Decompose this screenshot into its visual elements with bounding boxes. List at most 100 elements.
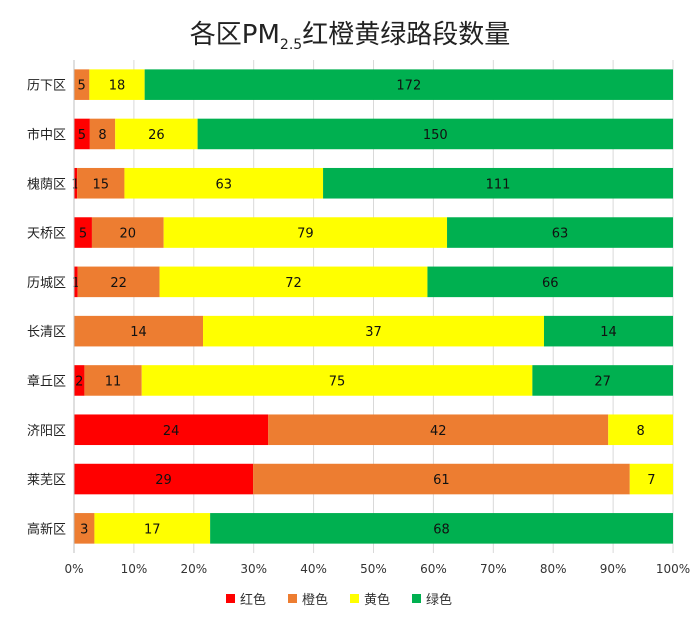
bar-segment [74, 167, 78, 199]
category-label: 槐荫区 [27, 176, 66, 192]
bar-segment [74, 266, 78, 298]
bar-segment [141, 365, 533, 396]
bar-segment [608, 414, 673, 446]
data-label: 63 [215, 177, 232, 192]
x-tick-label: 80% [540, 562, 567, 576]
bar-segment [91, 217, 164, 248]
data-label: 14 [600, 325, 617, 340]
data-label: 1 [71, 177, 79, 192]
category-label: 天桥区 [27, 227, 66, 242]
data-label: 26 [148, 128, 165, 143]
bar-segment [253, 463, 630, 495]
bar-segment [159, 266, 428, 298]
data-label: 66 [542, 276, 559, 291]
data-label: 20 [120, 227, 137, 242]
data-label: 17 [144, 522, 161, 537]
bar-segment [74, 414, 269, 446]
bar-segment [74, 365, 85, 396]
category-label: 章丘区 [27, 373, 66, 389]
legend-swatch [288, 594, 297, 603]
data-label: 15 [93, 177, 110, 192]
data-label: 72 [285, 276, 302, 291]
data-label: 63 [552, 227, 569, 242]
data-label: 14 [130, 325, 147, 340]
category-label: 市中区 [27, 127, 66, 143]
bar-segment [532, 365, 673, 396]
legend-label: 黄色 [364, 592, 390, 608]
chart-title-tail: 红橙黄绿路段数量 [302, 20, 511, 50]
data-label: 27 [594, 374, 611, 389]
bar-segment [84, 365, 142, 396]
legend-swatch [350, 594, 359, 603]
bar-segment [447, 217, 673, 248]
data-label: 5 [79, 227, 87, 242]
data-label: 79 [297, 227, 314, 242]
chart-title: 各区PM2.5红橙黄绿路段数量 [0, 14, 700, 53]
x-tick-label: 40% [300, 562, 327, 576]
category-label: 长清区 [27, 325, 66, 340]
x-tick-label: 30% [240, 562, 267, 576]
bar-segment [74, 315, 204, 347]
data-label: 1 [72, 276, 80, 291]
bar-segment [203, 315, 544, 347]
legend-label: 橙色 [302, 592, 328, 608]
data-label: 111 [486, 177, 511, 192]
data-label: 11 [105, 374, 122, 389]
data-label: 37 [365, 325, 382, 340]
bar-segment [74, 513, 95, 544]
data-label: 5 [78, 79, 86, 94]
bar-segment [89, 118, 116, 150]
bar-segment [74, 118, 90, 150]
bar-segment [94, 513, 211, 544]
data-label: 8 [636, 424, 644, 439]
legend-swatch [412, 594, 421, 603]
bar-segment [74, 69, 90, 100]
bar-segment [197, 118, 673, 150]
x-tick-label: 10% [121, 562, 148, 576]
bar-segment [144, 69, 674, 100]
bar-segment [124, 167, 324, 199]
data-label: 61 [433, 473, 450, 488]
data-label: 8 [98, 128, 106, 143]
data-label: 29 [155, 473, 172, 488]
data-label: 22 [110, 276, 127, 291]
bar-segment [77, 167, 125, 199]
data-label: 150 [423, 128, 448, 143]
x-tick-label: 100% [656, 562, 690, 576]
x-tick-label: 0% [64, 562, 83, 576]
bar-segment [268, 414, 609, 446]
category-label: 高新区 [27, 521, 66, 537]
x-tick-label: 60% [420, 562, 447, 576]
category-label: 历城区 [27, 276, 66, 291]
bar-segment [74, 463, 254, 495]
data-label: 7 [647, 473, 655, 488]
bar-segment [427, 266, 673, 298]
bar-segment [77, 266, 160, 298]
data-label: 2 [75, 374, 83, 389]
legend-swatch [226, 594, 235, 603]
bar-segment [115, 118, 198, 150]
x-tick-label: 20% [180, 562, 207, 576]
data-label: 172 [396, 79, 421, 94]
data-label: 5 [78, 128, 86, 143]
bar-segment [89, 69, 145, 100]
bar-segment [323, 167, 673, 199]
data-label: 42 [430, 424, 447, 439]
category-label: 莱芜区 [27, 473, 66, 488]
x-tick-label: 90% [600, 562, 627, 576]
data-label: 75 [329, 374, 346, 389]
data-label: 24 [163, 424, 180, 439]
bar-segment [629, 463, 673, 495]
data-label: 3 [80, 522, 88, 537]
bar-segment [543, 315, 673, 347]
bar-segment [163, 217, 448, 248]
legend-label: 绿色 [426, 592, 452, 608]
legend-label: 红色 [240, 592, 266, 608]
data-label: 68 [433, 522, 450, 537]
chart-title-subscript: 2.5 [279, 37, 303, 54]
bar-segment [74, 217, 92, 248]
data-label: 18 [109, 79, 126, 94]
category-label: 济阳区 [27, 424, 66, 439]
